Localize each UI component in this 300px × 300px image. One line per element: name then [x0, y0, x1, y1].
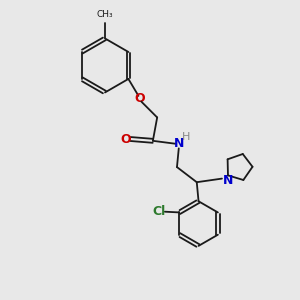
Text: N: N	[174, 137, 184, 150]
Text: CH₃: CH₃	[97, 10, 113, 19]
Text: O: O	[120, 133, 131, 146]
Text: N: N	[223, 174, 233, 187]
Text: Cl: Cl	[153, 205, 166, 218]
Text: O: O	[135, 92, 145, 105]
Text: H: H	[182, 132, 190, 142]
